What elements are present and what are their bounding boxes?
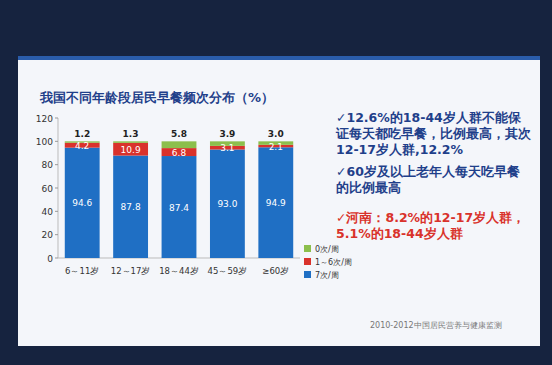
bar-segment — [258, 147, 293, 258]
bar-segment — [113, 143, 148, 156]
y-tick — [55, 141, 58, 142]
data-labels: 94.6 87.8 87.4 93.0 94.9 4.2 10.9 6.8 3.1 2.1 1.2 1… — [72, 129, 286, 212]
slide-band — [18, 56, 540, 60]
y-tick — [55, 164, 58, 165]
annotation: ✓河南：8.2%的12-17岁人群，5.1%的18-44岁人群 — [336, 210, 532, 242]
x-tick-label: 6～11岁 — [65, 266, 99, 276]
bar-segment — [210, 150, 245, 259]
data-label: 3.0 — [268, 129, 284, 139]
y-tick-label: 40 — [42, 207, 54, 217]
legend-label: 0次/周 — [315, 245, 339, 254]
title: 我国不同年龄段居民早餐频次分布（%） — [39, 90, 274, 105]
legend-label: 1～6次/周 — [315, 258, 352, 267]
chart: 我国不同年龄段居民早餐频次分布（%） 0 20 40 60 80 100 120 6～11岁 12… — [0, 0, 552, 365]
annotation: ✓60岁及以上老年人每天吃早餐的比例最高 — [336, 164, 532, 196]
slide — [18, 56, 540, 346]
y-tick-label: 100 — [36, 137, 53, 147]
data-label: 93.0 — [217, 199, 237, 209]
bars — [65, 141, 293, 258]
bar-segment — [65, 148, 100, 258]
legend-swatch — [304, 245, 311, 252]
y-tick — [55, 234, 58, 235]
x-tick-label: 18～44岁 — [159, 266, 199, 276]
legend-swatch — [304, 271, 311, 278]
data-label: 1.2 — [74, 129, 90, 139]
legend-label: 7次/周 — [315, 271, 339, 280]
x-tick-label: 12～17岁 — [111, 266, 151, 276]
data-label: 1.3 — [123, 129, 139, 139]
data-label: 2.1 — [269, 142, 283, 152]
data-label: 87.4 — [169, 203, 189, 213]
y-tick-label: 80 — [42, 160, 54, 170]
legend: 0次/周 1～6次/周 7次/周 — [304, 245, 352, 280]
backdrop — [0, 0, 552, 365]
y-tick — [55, 118, 58, 119]
data-label: 87.8 — [121, 202, 141, 212]
y-tick — [55, 211, 58, 212]
x-tick-label: ≥60岁 — [262, 266, 289, 276]
y-tick — [55, 188, 58, 189]
legend-swatch — [304, 258, 311, 265]
data-label: 4.2 — [75, 141, 89, 151]
stage: 我国不同年龄段居民早餐频次分布（%） 0 20 40 60 80 100 120 6～11岁 12… — [0, 0, 552, 365]
annotation: ✓12.6%的18-44岁人群不能保证每天都吃早餐，比例最高，其次12-17岁人… — [336, 110, 532, 158]
y-tick-label: 60 — [42, 184, 54, 194]
bar-segment — [113, 141, 148, 143]
source: 2010-2012中国居民营养与健康监测 — [370, 320, 502, 331]
annotations: ✓12.6%的18-44岁人群不能保证每天都吃早餐，比例最高，其次12-17岁人… — [336, 110, 532, 248]
bar-segment — [113, 156, 148, 258]
data-label: 94.6 — [72, 198, 92, 208]
x-tick-label: 45～59岁 — [208, 266, 248, 276]
data-label: 6.8 — [172, 148, 187, 158]
y-tick-label: 0 — [47, 254, 53, 264]
data-label: 94.9 — [266, 198, 286, 208]
bar-segment — [162, 156, 197, 258]
y-tick-label: 120 — [36, 114, 53, 124]
data-label: 3.9 — [219, 129, 235, 139]
data-label: 10.9 — [121, 145, 141, 155]
y-tick — [55, 258, 58, 259]
data-label: 5.8 — [171, 129, 187, 139]
data-label: 3.1 — [220, 143, 234, 153]
y-tick-label: 20 — [42, 230, 54, 240]
